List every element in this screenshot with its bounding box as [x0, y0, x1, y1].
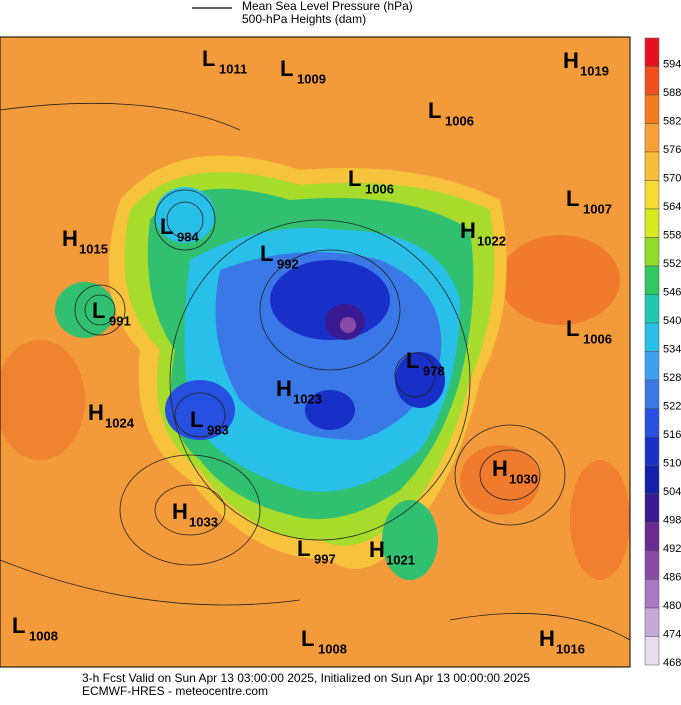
center-pressure: 1006 — [365, 181, 394, 196]
colorbar-label: 540 — [663, 315, 681, 327]
center-pressure: 1022 — [477, 233, 506, 248]
center-pressure: 1016 — [556, 641, 585, 656]
center-pressure: 1021 — [386, 552, 415, 567]
center-kind: L — [297, 536, 310, 561]
center-pressure: 1033 — [189, 514, 218, 529]
colorbar-box — [644, 66, 660, 96]
center-pressure: 997 — [314, 551, 336, 566]
center-kind: H — [276, 376, 292, 401]
center-kind: L — [566, 316, 579, 341]
colorbar-label: 594 — [663, 58, 681, 70]
center-kind: H — [539, 626, 555, 651]
center-kind: L — [428, 98, 441, 123]
center-kind: L — [260, 241, 273, 266]
center-kind: L — [280, 56, 293, 81]
center-kind: H — [172, 499, 188, 524]
center-pressure: 1008 — [29, 628, 58, 643]
legend-text: Mean Sea Level Pressure (hPa) — [242, 0, 413, 13]
colorbar-box — [644, 151, 660, 181]
center-pressure: 1023 — [293, 391, 322, 406]
colorbar-label: 534 — [663, 343, 681, 355]
map — [0, 36, 631, 668]
colorbar-box — [644, 123, 660, 153]
center-kind: H — [492, 456, 508, 481]
colorbar-box — [644, 379, 660, 409]
colorbar-label: 486 — [663, 571, 681, 583]
center-kind: L — [190, 407, 203, 432]
colorbar-label: 564 — [663, 201, 681, 213]
center-kind: L — [301, 626, 314, 651]
footer-text: 3-h Fcst Valid on Sun Apr 13 03:00:00 20… — [82, 671, 530, 685]
colorbar-box — [644, 408, 660, 438]
colorbar-label: 468 — [663, 657, 681, 669]
colorbar-label: 474 — [663, 628, 681, 640]
center-pressure: 1006 — [583, 331, 612, 346]
colorbar-box — [644, 237, 660, 267]
colorbar-label: 588 — [663, 87, 681, 99]
colorbar-label: 498 — [663, 514, 681, 526]
center-pressure: 1008 — [318, 641, 347, 656]
center-pressure: 983 — [207, 422, 229, 437]
colorbar-label: 576 — [663, 144, 681, 156]
center-kind: L — [406, 348, 419, 373]
colorbar-box — [644, 636, 660, 666]
colorbar-box — [644, 294, 660, 324]
center-pressure: 1024 — [105, 415, 135, 430]
center-pressure: 1007 — [583, 201, 612, 216]
colorbar-box — [644, 550, 660, 580]
center-kind: L — [12, 613, 25, 638]
colorbar-label: 504 — [663, 486, 681, 498]
colorbar-label: 582 — [663, 115, 681, 127]
colorbar-box — [644, 436, 660, 466]
legend-text: 500-hPa Heights (dam) — [242, 12, 366, 26]
colorbar-box — [644, 493, 660, 523]
center-kind: H — [369, 537, 385, 562]
colorbar-box — [644, 322, 660, 352]
center-pressure: 984 — [177, 229, 199, 244]
colorbar-label: 570 — [663, 172, 681, 184]
colorbar-label: 510 — [663, 457, 681, 469]
colorbar-box — [644, 208, 660, 238]
colorbar-label: 546 — [663, 286, 681, 298]
center-kind: H — [563, 48, 579, 73]
colorbar-label: 528 — [663, 372, 681, 384]
colorbar-box — [644, 94, 660, 124]
center-pressure: 1009 — [297, 71, 326, 86]
center-kind: L — [202, 46, 215, 71]
colorbar-box — [644, 265, 660, 295]
colorbar-label: 492 — [663, 543, 681, 555]
center-kind: L — [92, 298, 105, 323]
colorbar-box — [644, 351, 660, 381]
colorbar-box — [644, 607, 660, 637]
center-kind: L — [160, 214, 173, 239]
center-pressure: 1006 — [445, 113, 474, 128]
center-kind: L — [348, 166, 361, 191]
colorbar-label: 516 — [663, 429, 681, 441]
center-pressure: 978 — [423, 363, 445, 378]
colorbar-box — [644, 465, 660, 495]
center-pressure: 1030 — [509, 471, 538, 486]
footer-text: ECMWF-HRES - meteocentre.com — [82, 684, 268, 698]
center-pressure: 992 — [277, 256, 299, 271]
colorbar-box — [644, 522, 660, 552]
colorbar-box — [644, 37, 660, 67]
center-kind: H — [62, 226, 78, 251]
colorbar-label: 558 — [663, 229, 681, 241]
colorbar-label: 552 — [663, 258, 681, 270]
colorbar-box — [644, 579, 660, 609]
center-pressure: 1011 — [219, 61, 247, 76]
center-kind: H — [460, 218, 476, 243]
center-pressure: 991 — [109, 313, 131, 328]
colorbar-box — [644, 180, 660, 210]
center-pressure: 1019 — [580, 63, 609, 78]
colorbar-label: 480 — [663, 600, 681, 612]
center-kind: H — [88, 400, 104, 425]
center-pressure: 1015 — [79, 241, 108, 256]
center-kind: L — [566, 186, 579, 211]
colorbar-label: 522 — [663, 400, 681, 412]
